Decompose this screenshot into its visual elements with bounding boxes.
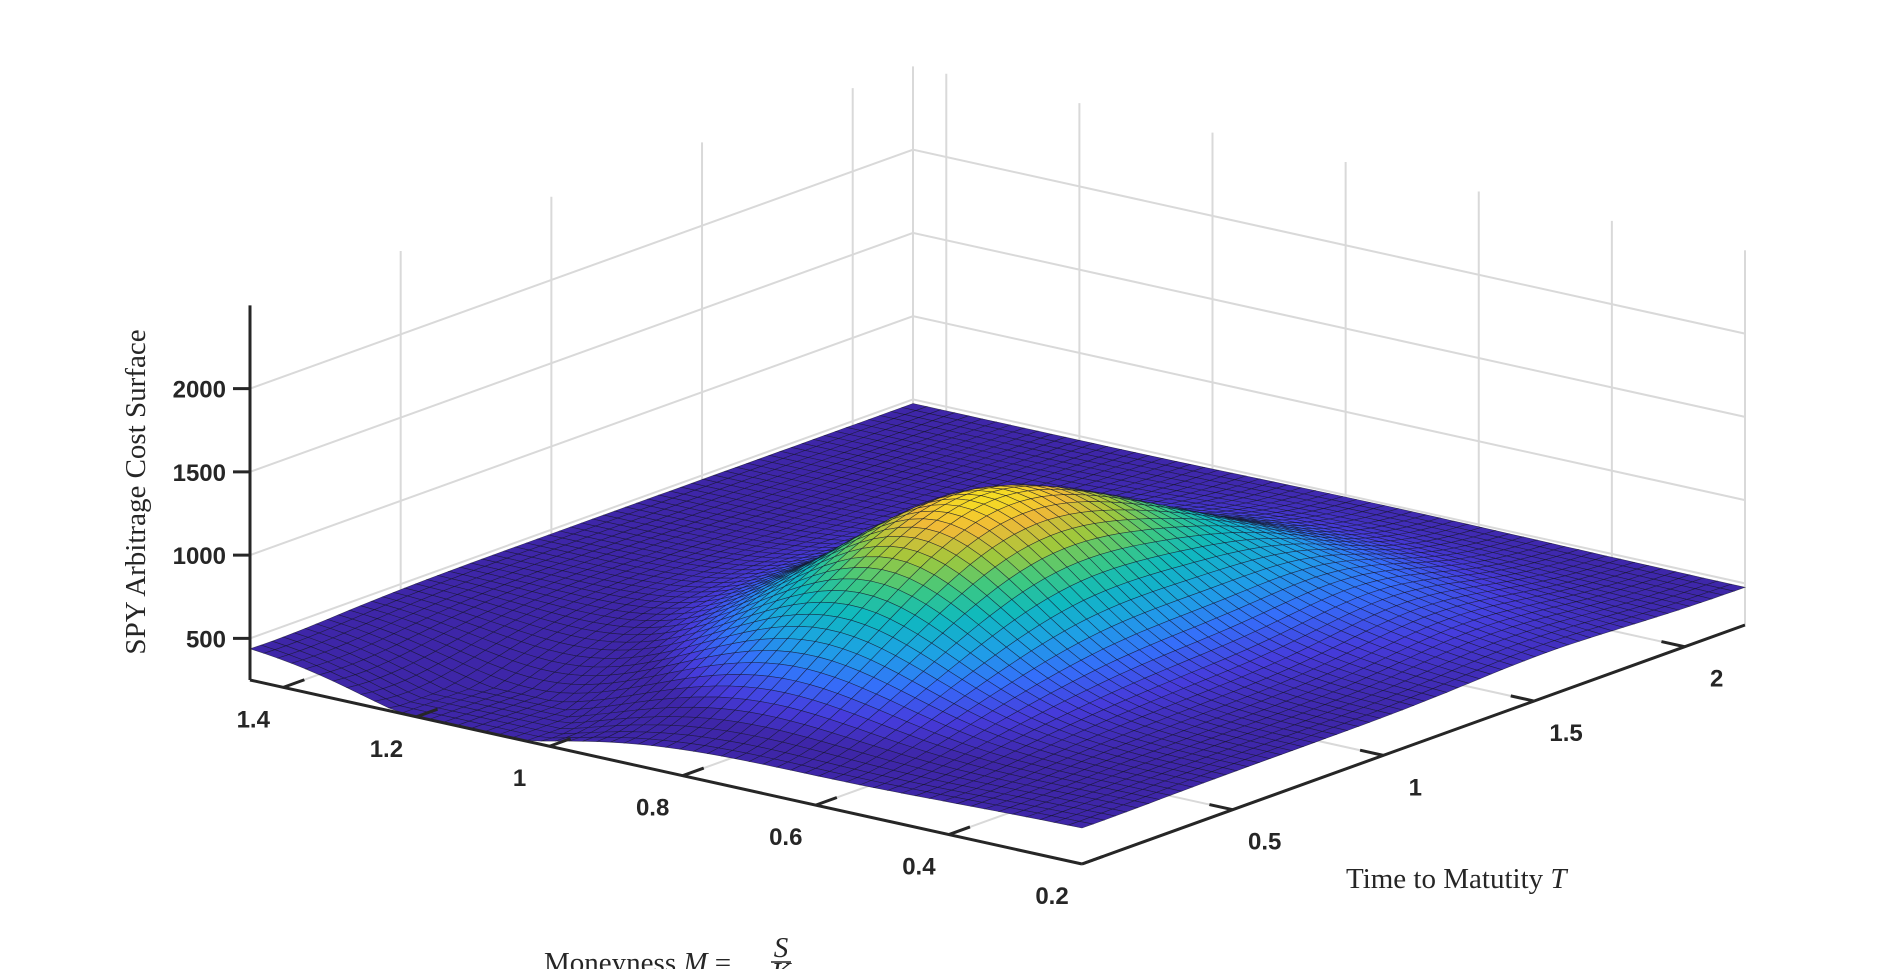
y-tick-2 xyxy=(1510,694,1535,703)
z-tick-label-1: 1000 xyxy=(173,543,226,570)
x-tick-0 xyxy=(282,678,305,689)
y-tick-0 xyxy=(1209,803,1234,812)
axes xyxy=(233,305,1746,866)
x-tick-label-0: 1.4 xyxy=(237,706,271,733)
x-tick-label-1: 1.2 xyxy=(370,736,403,763)
z-tick-label-0: 500 xyxy=(186,626,226,653)
y-tick-1 xyxy=(1359,748,1384,757)
y-tick-3 xyxy=(1661,640,1686,649)
x-tick-label-2: 1 xyxy=(513,765,526,792)
surface-patch-0-0 xyxy=(1066,820,1095,829)
x-tick-2 xyxy=(549,737,572,748)
y-tick-label-3: 2 xyxy=(1710,666,1723,693)
x-axis-label: Moneyness M = S K xyxy=(544,932,792,969)
z-axis-label: SPY Arbitrage Cost Surface xyxy=(120,329,152,654)
y-tick-label-2: 1.5 xyxy=(1549,720,1582,747)
x-tick-label-5: 0.4 xyxy=(902,854,936,881)
wall-grid-z-3 xyxy=(249,148,1746,390)
z-tick-label-2: 1500 xyxy=(173,460,226,487)
x-tick-label-6: 0.2 xyxy=(1035,883,1068,910)
tick-labels: 1.4 1.2 1 0.8 0.6 0.4 0.2 0.5 1 1.5 2 500 1000 1500 20… xyxy=(173,377,1724,910)
svg-text:Moneyness M =: Moneyness M = xyxy=(544,947,731,969)
z-tick-label-3: 2000 xyxy=(173,377,226,404)
x-label-denominator: K xyxy=(770,957,792,969)
y-axis-label: Time to Matutity T xyxy=(1346,863,1568,895)
x-tick-label-4: 0.6 xyxy=(769,824,802,851)
y-axis-line xyxy=(1081,623,1746,866)
x-label-numerator: S xyxy=(774,932,789,964)
x-tick-label-3: 0.8 xyxy=(636,795,669,822)
x-tick-1 xyxy=(415,707,439,719)
y-tick-label-0: 0.5 xyxy=(1248,829,1281,856)
arbitrage-cost-surface xyxy=(249,403,1747,829)
x-tick-4 xyxy=(815,796,838,807)
y-tick-label-1: 1 xyxy=(1409,774,1422,801)
x-tick-5 xyxy=(948,825,971,836)
x-tick-3 xyxy=(682,766,705,778)
x-axis-line xyxy=(249,678,1083,866)
